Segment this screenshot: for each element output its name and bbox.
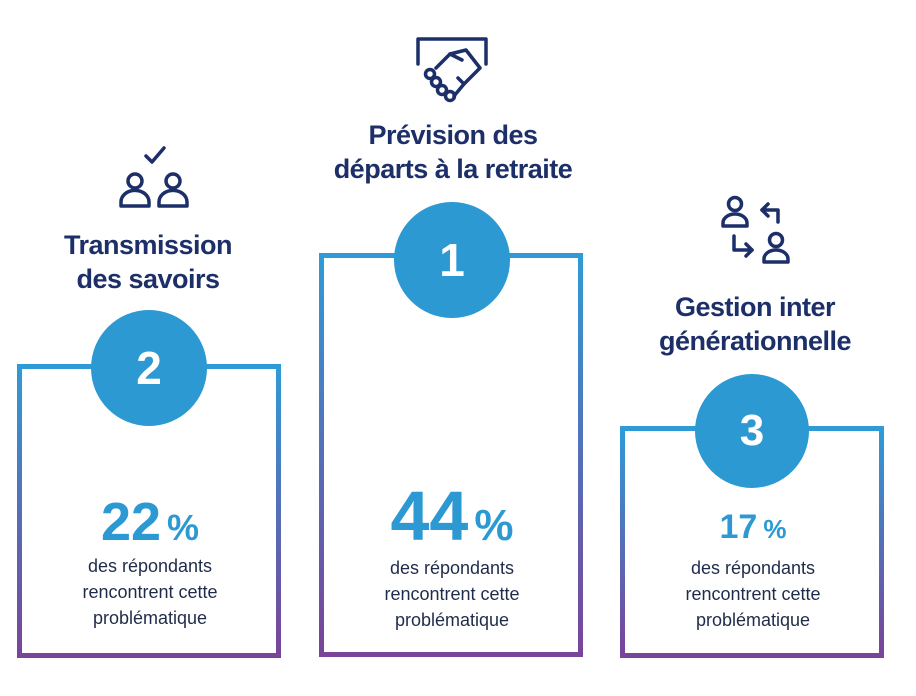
description-line: rencontrent cette [685, 584, 821, 604]
category-title: Prévision des départs à la retraite [300, 118, 606, 186]
stat-value: 17% [621, 505, 885, 556]
title-line: Prévision des [368, 120, 538, 150]
stat-description: des répondants rencontrent cette problém… [18, 553, 282, 631]
category-title: Transmission des savoirs [38, 228, 258, 296]
description-line: rencontrent cette [82, 582, 218, 602]
title-line: Transmission [63, 230, 233, 260]
description-line: rencontrent cette [384, 584, 520, 604]
stat-value: 44% [320, 478, 584, 574]
stat-description: des répondants rencontrent cette problém… [320, 555, 584, 633]
rank-badge: 1 [394, 202, 510, 318]
stat-description: des répondants rencontrent cette problém… [621, 555, 885, 633]
stat-value: 22% [18, 492, 282, 566]
value-number: 44 [390, 477, 469, 555]
title-line: des savoirs [76, 264, 220, 294]
value-unit: % [167, 507, 200, 548]
value-number: 22 [100, 492, 162, 552]
handshake-icon [414, 36, 490, 106]
value-unit: % [474, 501, 514, 550]
people-exchange-icon [720, 194, 796, 266]
description-line: problématique [695, 610, 811, 630]
value-number: 17 [719, 508, 758, 546]
rank-badge: 3 [695, 374, 809, 488]
title-line: départs à la retraite [333, 154, 573, 184]
title-line: Gestion inter [674, 292, 836, 322]
description-line: problématique [394, 610, 510, 630]
people-check-icon [112, 140, 196, 214]
rank-badge: 2 [91, 310, 207, 426]
description-line: des répondants [389, 558, 515, 578]
value-unit: % [763, 514, 787, 544]
description-line: problématique [92, 608, 208, 628]
description-line: des répondants [87, 556, 213, 576]
description-line: des répondants [690, 558, 816, 578]
title-line: générationnelle [658, 326, 852, 356]
category-title: Gestion inter générationnelle [630, 290, 880, 358]
